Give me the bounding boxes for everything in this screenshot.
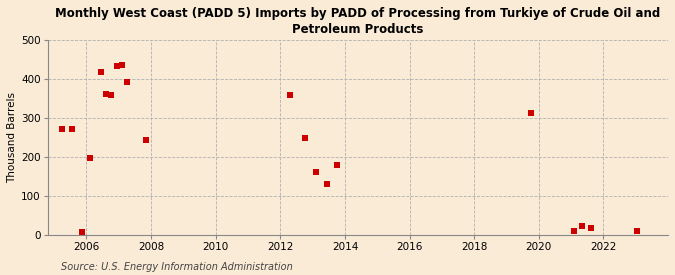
Point <box>76 230 87 235</box>
Point <box>285 93 296 97</box>
Point <box>105 93 116 97</box>
Point <box>299 136 310 140</box>
Point <box>577 224 588 228</box>
Point <box>569 229 580 233</box>
Point <box>525 111 536 115</box>
Point <box>96 70 107 74</box>
Point <box>101 91 111 96</box>
Point <box>331 162 342 167</box>
Point <box>84 156 95 160</box>
Y-axis label: Thousand Barrels: Thousand Barrels <box>7 92 17 183</box>
Point <box>57 127 68 132</box>
Point <box>122 79 132 84</box>
Point <box>117 63 128 67</box>
Point <box>112 64 123 68</box>
Point <box>322 182 333 186</box>
Point <box>141 138 152 142</box>
Title: Monthly West Coast (PADD 5) Imports by PADD of Processing from Turkiye of Crude : Monthly West Coast (PADD 5) Imports by P… <box>55 7 661 36</box>
Point <box>632 229 643 233</box>
Point <box>67 127 78 132</box>
Point <box>310 169 321 174</box>
Text: Source: U.S. Energy Information Administration: Source: U.S. Energy Information Administ… <box>61 262 292 272</box>
Point <box>585 226 596 230</box>
